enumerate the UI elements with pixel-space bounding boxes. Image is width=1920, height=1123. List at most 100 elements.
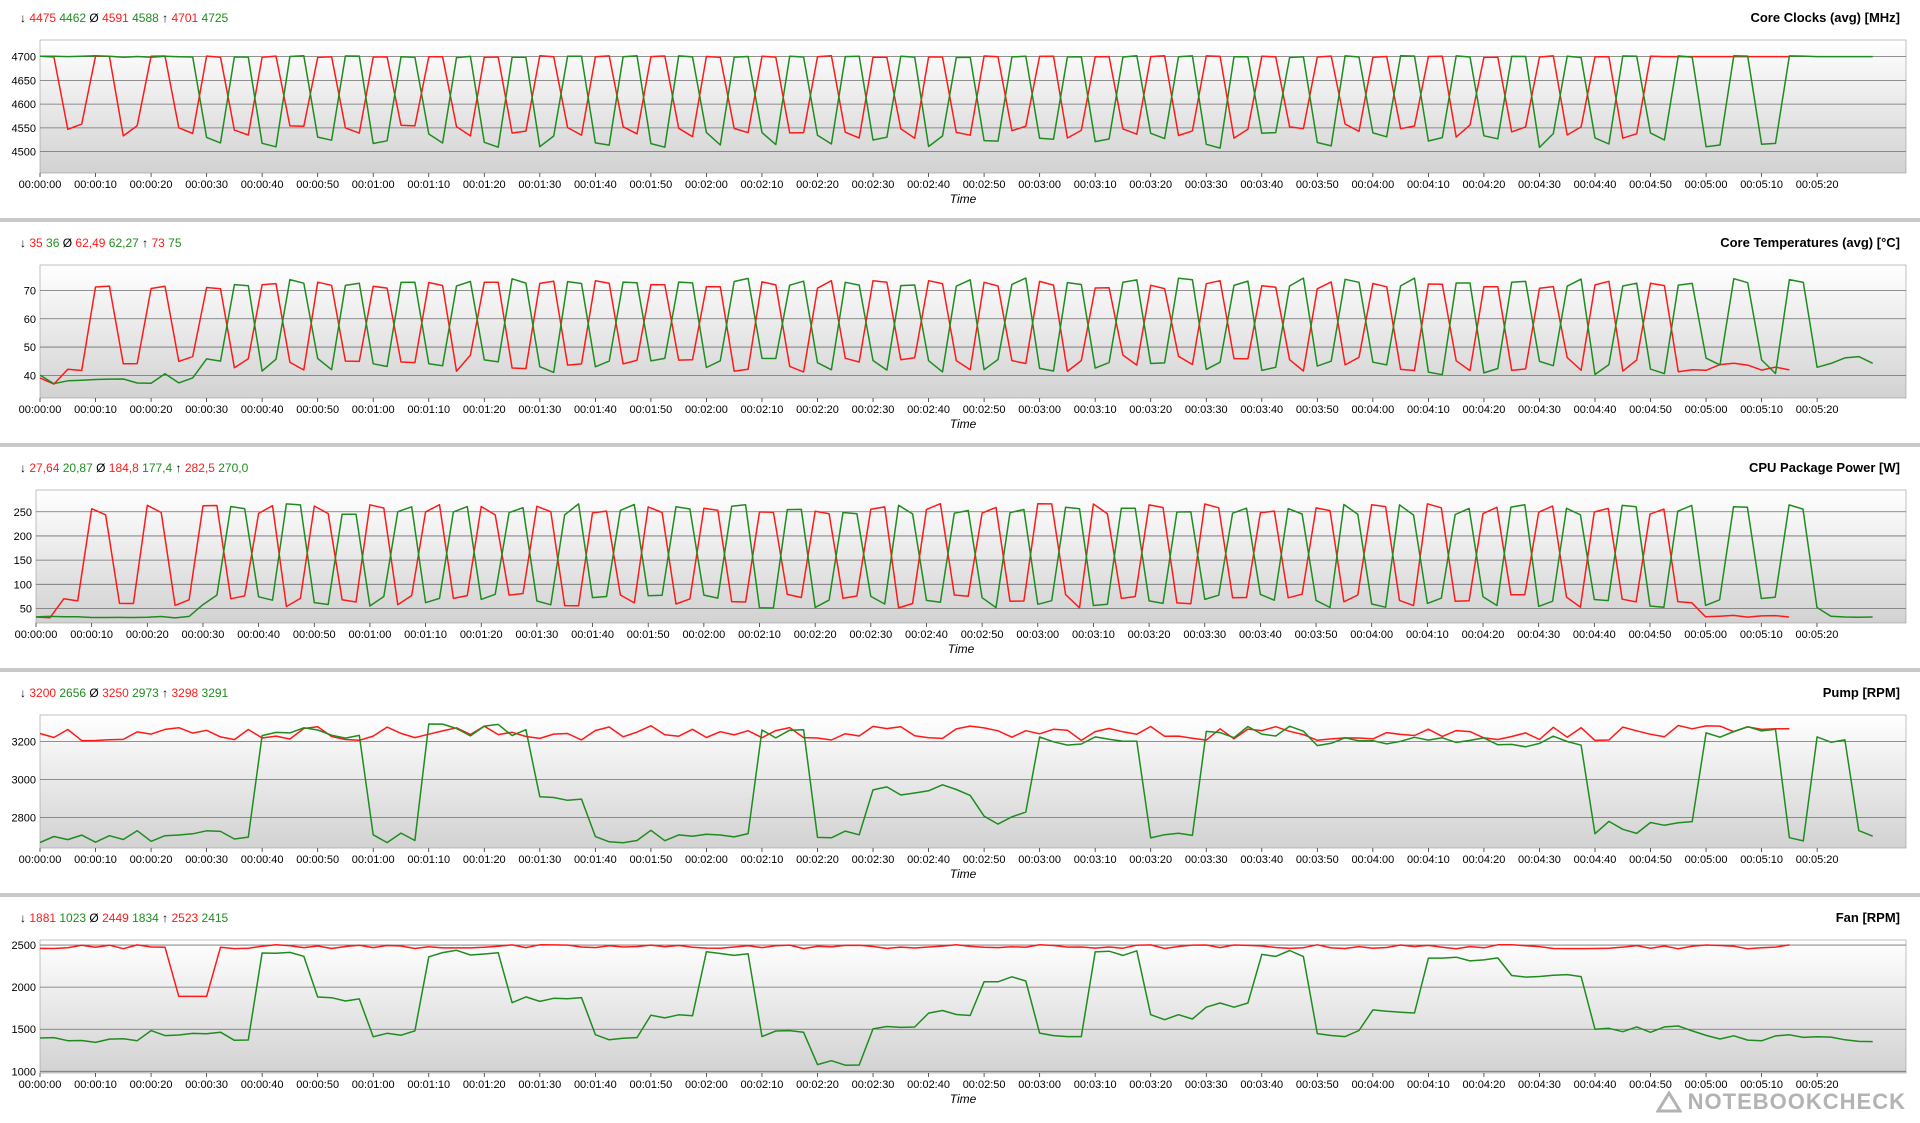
stat-symbol-max: ↑	[159, 911, 172, 925]
x-tick-label: 00:00:20	[130, 179, 173, 191]
y-tick-label: 70	[24, 285, 36, 297]
y-tick-label: 50	[20, 603, 32, 615]
x-tick-label: 00:00:40	[241, 854, 284, 866]
x-tick-label: 00:03:30	[1183, 629, 1226, 641]
x-tick-label: 00:00:40	[241, 404, 284, 416]
x-tick-label: 00:03:40	[1239, 629, 1282, 641]
x-tick-label: 00:01:00	[352, 404, 395, 416]
stat-max-green: 3291	[202, 686, 229, 700]
x-tick-label: 00:00:20	[130, 1079, 173, 1091]
y-tick-label: 60	[24, 314, 36, 326]
x-tick-label: 00:01:20	[463, 854, 506, 866]
x-tick-label: 00:01:50	[627, 629, 670, 641]
x-tick-label: 00:01:40	[574, 1079, 617, 1091]
chart-title: Core Clocks (avg) [MHz]	[1750, 10, 1900, 25]
x-tick-label: 00:01:00	[352, 854, 395, 866]
series-line-red	[39, 944, 1790, 998]
y-tick-label: 250	[14, 507, 32, 519]
stat-symbol-max: ↑	[159, 686, 172, 700]
stat-avg-red: 62,49	[75, 236, 108, 250]
x-tick-label: 00:02:20	[796, 179, 839, 191]
y-tick-label: 1000	[12, 1066, 36, 1078]
x-tick-label: 00:05:20	[1796, 404, 1839, 416]
x-tick-label: 00:00:30	[185, 1079, 228, 1091]
x-tick-label: 00:04:30	[1517, 629, 1560, 641]
y-tick-label: 2000	[12, 982, 36, 994]
x-tick-label: 00:02:30	[852, 179, 895, 191]
stat-min-green: 36	[46, 236, 60, 250]
x-tick-label: 00:03:30	[1185, 179, 1228, 191]
x-axis-label: Time	[950, 192, 977, 206]
x-tick-label: 00:05:00	[1685, 854, 1728, 866]
x-tick-label: 00:04:10	[1407, 404, 1450, 416]
x-tick-label: 00:04:40	[1573, 629, 1616, 641]
x-tick-label: 00:01:20	[463, 404, 506, 416]
x-tick-label: 00:01:40	[571, 629, 614, 641]
y-tick-label: 200	[14, 531, 32, 543]
x-tick-label: 00:05:10	[1740, 629, 1783, 641]
x-tick-label: 00:00:40	[241, 179, 284, 191]
stat-max-red: 282,5	[185, 461, 218, 475]
stat-max-red: 73	[151, 236, 168, 250]
y-tick-label: 2500	[12, 940, 36, 952]
stat-symbol-avg: Ø	[59, 236, 75, 250]
x-tick-label: 00:04:20	[1463, 1079, 1506, 1091]
x-tick-label: 00:02:20	[796, 854, 839, 866]
x-tick-label: 00:04:40	[1574, 854, 1617, 866]
stat-symbol-max: ↑	[172, 461, 185, 475]
stats-line: ↓ 4475 4462 Ø 4591 4588 ↑ 4701 4725	[20, 11, 229, 25]
x-tick-label: 00:04:00	[1350, 629, 1393, 641]
x-tick-label: 00:01:00	[352, 1079, 395, 1091]
stat-avg-green: 62,27	[109, 236, 139, 250]
x-tick-label: 00:01:00	[349, 629, 392, 641]
x-tick-label: 00:02:50	[963, 854, 1006, 866]
x-tick-label: 00:01:30	[518, 1079, 561, 1091]
x-tick-label: 00:00:30	[185, 179, 228, 191]
x-tick-label: 00:03:30	[1185, 854, 1228, 866]
x-tick-label: 00:00:50	[293, 629, 336, 641]
x-tick-label: 00:03:40	[1240, 854, 1283, 866]
chart-title: CPU Package Power [W]	[1749, 460, 1900, 475]
x-axis-label: Time	[950, 867, 977, 881]
x-tick-label: 00:00:20	[126, 629, 169, 641]
x-tick-label: 00:03:40	[1240, 1079, 1283, 1091]
stat-min-green: 2656	[59, 686, 86, 700]
stat-max-green: 2415	[202, 911, 229, 925]
x-axis-label: Time	[950, 417, 977, 431]
x-tick-label: 00:01:10	[407, 1079, 450, 1091]
stat-symbol-min: ↓	[20, 911, 29, 925]
x-tick-label: 00:00:20	[130, 854, 173, 866]
plot-area	[39, 39, 1907, 174]
x-tick-label: 00:02:50	[963, 179, 1006, 191]
series-line-green	[35, 503, 1873, 619]
x-tick-label: 00:04:20	[1463, 854, 1506, 866]
stat-symbol-min: ↓	[20, 461, 29, 475]
x-tick-label: 00:04:30	[1518, 179, 1561, 191]
x-tick-label: 00:03:20	[1129, 854, 1172, 866]
x-tick-label: 00:03:30	[1185, 404, 1228, 416]
y-tick-label: 150	[14, 555, 32, 567]
x-tick-label: 00:04:20	[1463, 179, 1506, 191]
x-tick-label: 00:02:50	[961, 629, 1004, 641]
x-tick-label: 00:05:00	[1685, 1079, 1728, 1091]
stat-avg-red: 4591	[102, 11, 132, 25]
stat-avg-green: 177,4	[142, 461, 172, 475]
stat-min-green: 1023	[59, 911, 86, 925]
x-tick-label: 00:01:40	[574, 854, 617, 866]
x-tick-label: 00:00:30	[185, 404, 228, 416]
x-tick-label: 00:04:50	[1629, 854, 1672, 866]
stat-avg-green: 2973	[132, 686, 159, 700]
x-tick-label: 00:04:50	[1629, 404, 1672, 416]
x-tick-label: 00:03:50	[1296, 404, 1339, 416]
x-tick-label: 00:01:20	[460, 629, 503, 641]
x-tick-label: 00:02:50	[963, 1079, 1006, 1091]
x-tick-label: 00:02:10	[741, 1079, 784, 1091]
x-tick-label: 00:01:30	[515, 629, 558, 641]
x-tick-label: 00:04:10	[1406, 629, 1449, 641]
stat-min-green: 4462	[59, 11, 86, 25]
x-tick-label: 00:05:20	[1796, 854, 1839, 866]
x-tick-label: 00:02:10	[738, 629, 781, 641]
x-tick-label: 00:02:50	[963, 404, 1006, 416]
x-tick-label: 00:00:10	[74, 1079, 117, 1091]
x-tick-label: 00:03:40	[1240, 179, 1283, 191]
